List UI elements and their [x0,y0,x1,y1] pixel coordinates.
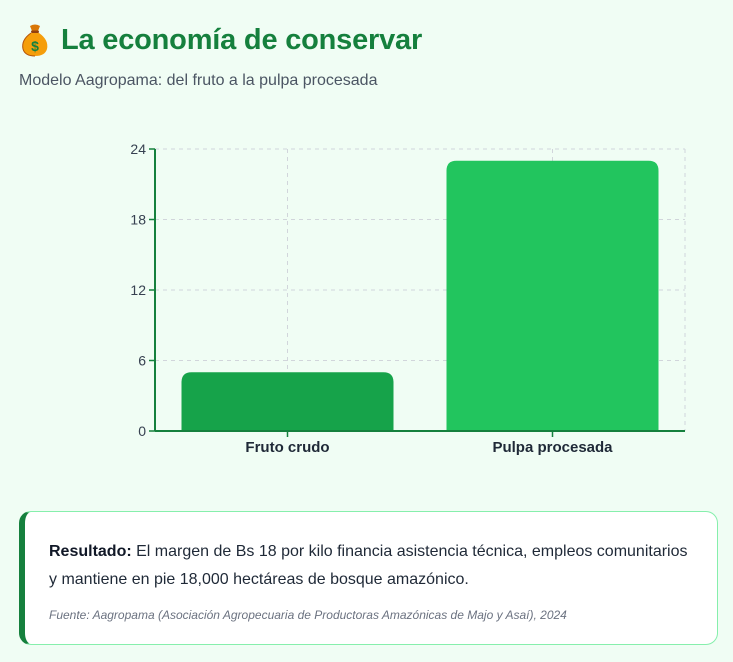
y-tick-label: 24 [130,141,146,157]
y-tick-label: 12 [130,282,146,298]
chart-svg: 0 6 12 18 24 Fruto crudo Pulpa procesada [130,141,686,456]
y-tick-label: 6 [138,353,146,369]
bar-chart: 0 6 12 18 24 Fruto crudo Pulpa procesada [0,130,733,470]
result-text: Resultado: El margen de Bs 18 por kilo f… [49,538,693,594]
money-bag-icon: $ [22,24,48,57]
result-label: Resultado: [49,543,132,560]
title-row: $ La economía de conservar [19,22,713,58]
y-tick-label: 18 [130,212,146,228]
bar [446,160,659,431]
result-card: Resultado: El margen de Bs 18 por kilo f… [19,511,718,645]
x-tick-label: Fruto crudo [245,439,329,456]
page-subtitle: Modelo Aagropama: del fruto a la pulpa p… [19,72,378,89]
x-tick-label: Pulpa procesada [492,439,613,456]
svg-text:$: $ [31,38,39,54]
header: $ La economía de conservar Modelo Aagrop… [19,22,713,90]
bar [181,372,394,431]
result-body: El margen de Bs 18 por kilo financia asi… [49,543,688,588]
y-tick-label: 0 [138,423,146,439]
source-note: Fuente: Aagropama (Asociación Agropecuar… [49,608,567,622]
page-title: La economía de conservar [61,23,423,56]
